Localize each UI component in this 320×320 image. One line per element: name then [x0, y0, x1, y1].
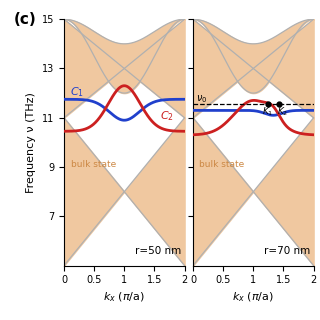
Text: (c): (c) — [13, 12, 36, 27]
X-axis label: $k_x$ ($\pi$/a): $k_x$ ($\pi$/a) — [103, 291, 145, 304]
Text: $\nu_0$: $\nu_0$ — [196, 93, 207, 105]
Text: $K_1$: $K_1$ — [262, 106, 274, 118]
Text: r=50 nm: r=50 nm — [135, 246, 181, 256]
Text: $C_1$: $C_1$ — [70, 85, 84, 99]
X-axis label: $k_x$ ($\pi$/a): $k_x$ ($\pi$/a) — [232, 291, 274, 304]
Text: bulk state: bulk state — [71, 160, 116, 169]
Text: bulk state: bulk state — [199, 160, 244, 169]
Text: $K_2$: $K_2$ — [277, 106, 289, 118]
Y-axis label: Frequency ν (THz): Frequency ν (THz) — [26, 92, 36, 193]
Text: $C_2$: $C_2$ — [160, 109, 174, 123]
Text: r=70 nm: r=70 nm — [264, 246, 310, 256]
